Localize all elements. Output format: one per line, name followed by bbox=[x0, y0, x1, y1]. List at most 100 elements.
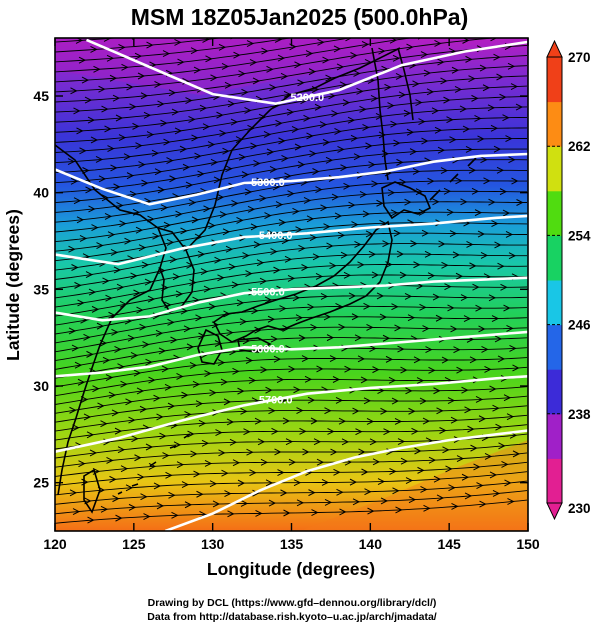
streamline-arrow bbox=[245, 270, 253, 278]
streamline-arrow bbox=[70, 177, 79, 185]
streamline-arrow bbox=[288, 458, 297, 466]
streamline-arrow bbox=[296, 499, 305, 507]
streamline-arrow bbox=[284, 172, 292, 180]
streamline bbox=[55, 211, 527, 262]
streamline-arrow bbox=[216, 111, 224, 119]
streamline-arrow bbox=[399, 271, 408, 279]
streamline-arrow bbox=[338, 417, 347, 425]
colorbar-segment bbox=[547, 190, 562, 236]
streamline-arrow bbox=[492, 490, 501, 497]
streamline-arrow bbox=[505, 230, 514, 238]
streamline-arrow bbox=[114, 427, 123, 435]
streamline-arrow bbox=[458, 19, 464, 25]
streamline-arrow bbox=[430, 22, 436, 28]
streamline-arrow bbox=[494, 335, 503, 343]
streamline-arrow bbox=[315, 21, 321, 27]
streamline-arrow bbox=[471, 187, 480, 195]
streamline-arrow bbox=[506, 413, 515, 421]
streamline bbox=[55, 85, 528, 143]
streamline-arrow bbox=[375, 112, 384, 120]
streamline-arrow bbox=[177, 58, 185, 66]
streamline-arrow bbox=[249, 58, 258, 66]
contour-line bbox=[55, 276, 528, 322]
streamline-arrow bbox=[441, 356, 450, 364]
streamline-arrow bbox=[436, 407, 444, 415]
x-tick-label: 130 bbox=[201, 536, 225, 552]
streamline-arrow bbox=[397, 438, 406, 445]
streamline-arrow bbox=[491, 220, 499, 228]
streamline-arrow bbox=[494, 241, 502, 249]
streamline-arrow bbox=[393, 139, 401, 147]
streamline-arrow bbox=[437, 146, 446, 154]
streamline-arrow bbox=[362, 124, 370, 131]
streamline-arrow bbox=[357, 355, 366, 363]
streamline-arrow bbox=[187, 430, 195, 438]
streamline-arrow bbox=[422, 325, 430, 332]
streamline-arrow bbox=[352, 498, 361, 506]
streamline-arrow bbox=[354, 241, 362, 248]
colorbar-tick-label: 230 bbox=[568, 501, 591, 516]
colorbar-segment bbox=[547, 458, 562, 504]
streamline-arrow bbox=[455, 177, 463, 185]
streamline-arrow bbox=[503, 304, 511, 312]
streamline bbox=[55, 471, 528, 496]
streamline-arrow bbox=[413, 356, 422, 364]
streamline-arrow bbox=[171, 511, 179, 519]
streamline-arrow bbox=[359, 23, 365, 29]
streamline-arrow bbox=[84, 96, 93, 104]
streamline-arrow bbox=[497, 262, 505, 270]
streamline-arrow bbox=[73, 107, 81, 115]
streamline-arrow bbox=[111, 409, 120, 417]
streamline-arrow bbox=[266, 148, 275, 156]
streamline-arrow bbox=[323, 223, 331, 231]
streamline-arrow bbox=[204, 460, 213, 467]
y-tick-label: 30 bbox=[33, 378, 49, 394]
streamline-arrow bbox=[380, 497, 389, 505]
streamline-arrow bbox=[465, 55, 473, 63]
streamline-arrow bbox=[452, 251, 461, 259]
streamline-arrow bbox=[390, 120, 398, 128]
streamline-arrow bbox=[233, 51, 241, 59]
streamline-arrow bbox=[143, 111, 152, 119]
streamline-arrow bbox=[388, 376, 397, 384]
streamline-arrow bbox=[450, 325, 458, 333]
streamline-arrow bbox=[257, 438, 266, 446]
streamline-arrow bbox=[283, 509, 291, 517]
height-contours: 5200.0 5300.0 5400.0 5500.0 5600.0 5700.0 bbox=[55, 38, 528, 531]
streamline-arrow bbox=[364, 488, 372, 496]
streamline-arrow bbox=[409, 148, 418, 156]
streamline-arrow bbox=[221, 63, 230, 70]
streamline-arrow bbox=[112, 495, 120, 503]
streamline-arrow bbox=[460, 198, 468, 206]
streamline-arrow bbox=[354, 334, 363, 342]
streamline-arrow bbox=[82, 167, 90, 174]
streamline-arrow bbox=[100, 505, 109, 513]
colorbar-tick-label: 238 bbox=[568, 407, 591, 422]
streamline-arrow bbox=[240, 500, 249, 507]
contour-label: 5300.0 bbox=[251, 177, 285, 189]
streamline-arrow bbox=[168, 491, 176, 499]
streamline-arrow bbox=[316, 365, 324, 373]
streamline-arrow bbox=[100, 420, 108, 428]
streamline-arrow bbox=[188, 28, 194, 34]
streamline bbox=[55, 366, 528, 397]
streamline-arrow bbox=[188, 199, 197, 207]
colorbar-segment bbox=[547, 146, 562, 192]
streamline-arrow bbox=[252, 489, 260, 497]
streamline-arrow bbox=[270, 248, 278, 256]
streamline-arrow bbox=[123, 153, 132, 161]
streamline-arrow bbox=[230, 118, 239, 126]
streamline-arrow bbox=[293, 386, 301, 394]
streamline-arrow bbox=[251, 307, 259, 315]
streamline-arrow bbox=[410, 240, 418, 248]
streamline-arrow bbox=[129, 190, 138, 198]
streamline-arrow bbox=[133, 289, 141, 297]
streamline-arrow bbox=[148, 376, 156, 384]
colorbar-segment bbox=[547, 101, 562, 147]
streamline-arrow bbox=[371, 12, 377, 18]
streamline-arrow bbox=[323, 313, 332, 321]
streamline-arrow bbox=[136, 306, 144, 314]
streamline-arrow bbox=[110, 249, 119, 256]
streamline-arrow bbox=[232, 367, 240, 375]
streamline-arrow bbox=[265, 479, 274, 487]
